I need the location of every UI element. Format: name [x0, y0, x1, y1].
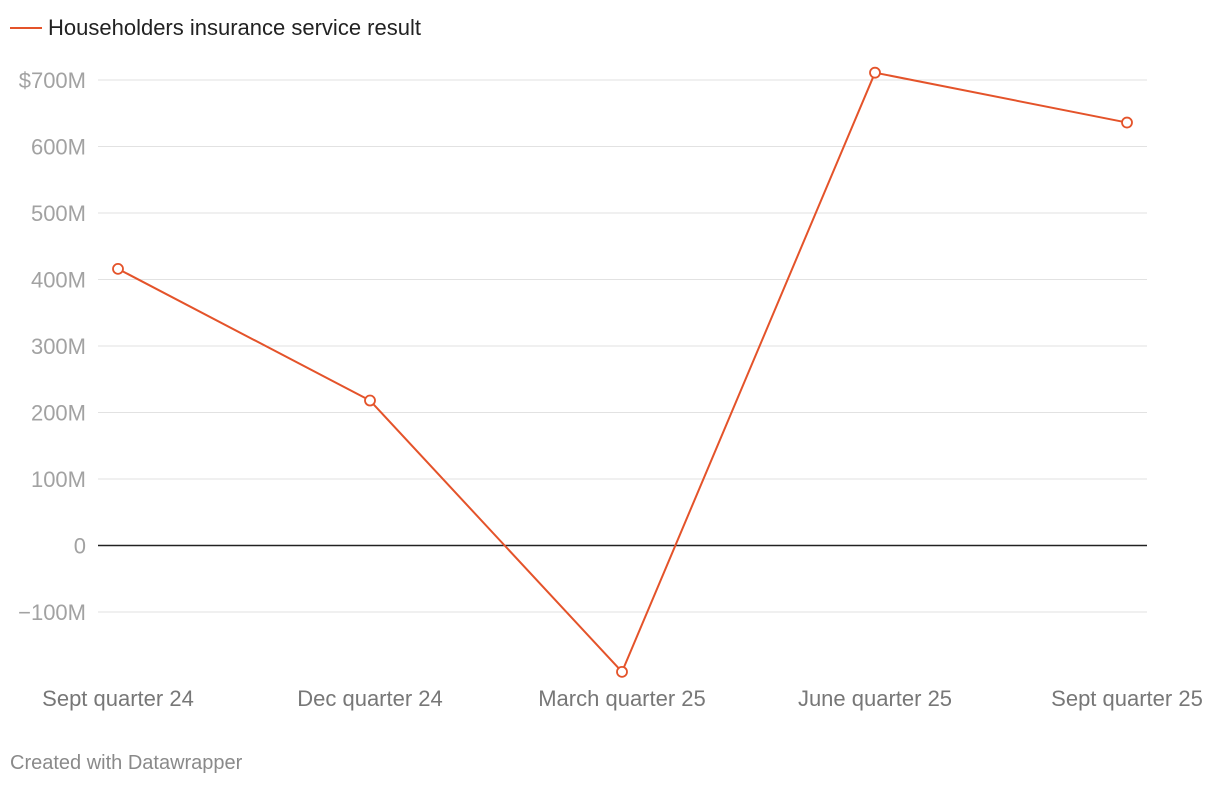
- y-tick-label: −100M: [18, 600, 86, 625]
- y-tick-label: 500M: [31, 201, 86, 226]
- y-tick-label: 200M: [31, 401, 86, 426]
- series-line: [117, 71, 1128, 673]
- chart-legend: Householders insurance service result: [10, 12, 421, 44]
- x-tick-label: June quarter 25: [798, 686, 952, 711]
- y-tick-label: 600M: [31, 135, 86, 160]
- data-point: [1121, 116, 1133, 129]
- data-point: [869, 66, 881, 79]
- y-tick-label: $700M: [19, 68, 86, 93]
- y-tick-label: 0: [74, 534, 86, 559]
- x-tick-label: March quarter 25: [538, 686, 706, 711]
- legend-swatch: [10, 27, 42, 29]
- y-tick-label: 100M: [31, 467, 86, 492]
- line-chart: $700M 600M 500M 400M 300M 200M 100M 0 −100M Sept …: [18, 66, 1203, 711]
- legend-label: Householders insurance service result: [48, 15, 421, 40]
- data-point: [112, 262, 124, 275]
- x-tick-label: Dec quarter 24: [297, 686, 443, 711]
- y-tick-label: 400M: [31, 268, 86, 293]
- footer-credit: Created with Datawrapper: [10, 752, 243, 774]
- data-point: [364, 394, 376, 407]
- x-tick-label: Sept quarter 24: [42, 686, 194, 711]
- x-tick-label: Sept quarter 25: [1051, 686, 1203, 711]
- y-tick-label: 300M: [31, 334, 86, 359]
- data-point: [616, 665, 628, 678]
